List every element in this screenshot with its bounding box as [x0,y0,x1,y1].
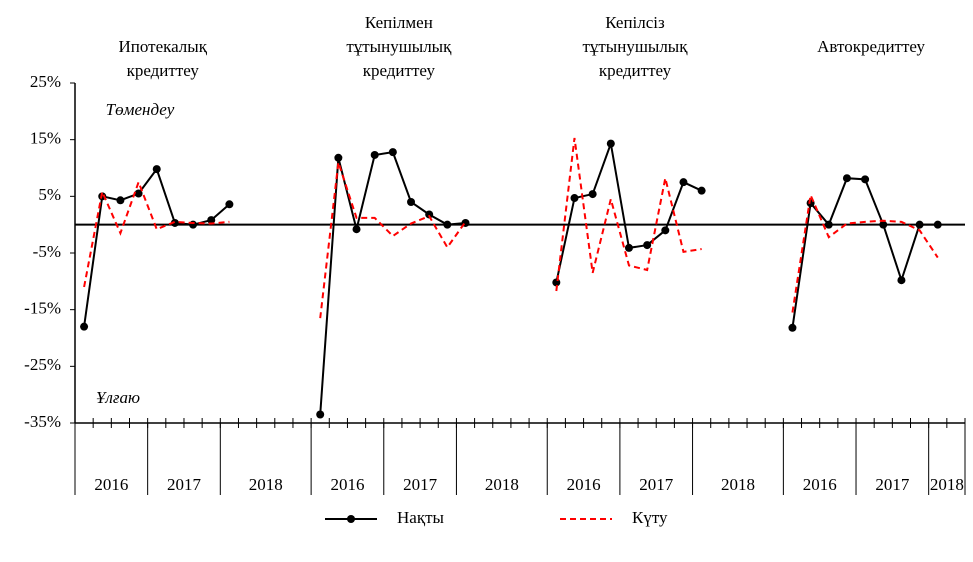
group-title: кредиттеу [127,61,200,80]
year-label: 2016 [567,475,601,494]
y-tick-label: -35% [24,412,61,431]
year-label: 2016 [94,475,128,494]
group-title: Кепілмен [365,13,433,32]
marker [788,323,797,332]
y-tick-label: 15% [30,129,61,148]
marker [661,226,670,235]
marker [352,225,361,234]
marker [679,178,688,187]
y-tick-label: -5% [33,242,61,261]
y-tick-label: -25% [24,355,61,374]
marker [225,200,234,209]
series-line [791,191,939,313]
year-label: 2016 [330,475,364,494]
marker [624,243,633,252]
marker [388,148,397,157]
series-line [319,151,466,415]
legend-marker [347,515,355,523]
year-label: 2017 [403,475,438,494]
marker [606,139,615,148]
group-title: кредиттеу [599,61,672,80]
marker [570,194,579,203]
marker [334,153,343,162]
year-label: 2017 [167,475,202,494]
marker [443,220,452,229]
series-line [83,167,231,327]
marker [152,165,161,174]
marker [370,150,379,159]
marker [897,276,906,285]
year-label: 2017 [875,475,910,494]
marker [933,220,942,229]
marker [697,186,706,195]
marker [207,216,216,225]
marker [425,210,434,219]
series-line [83,179,230,288]
marker [588,190,597,199]
y-tick-label: 25% [30,72,61,91]
marker [824,220,833,229]
year-label: 2018 [249,475,283,494]
annotation: Төмендеу [106,100,175,119]
series-line [791,177,938,328]
group-title: кредиттеу [363,61,436,80]
group-title: Автокредиттеу [817,37,925,56]
year-label: 2018 [721,475,755,494]
y-tick-label: 5% [38,185,61,204]
marker [80,322,89,331]
group-title: тұтынушылық [582,37,688,56]
marker [915,220,924,229]
group-title: Кепілсіз [605,13,665,32]
marker [116,196,125,205]
year-label: 2018 [930,475,964,494]
marker [407,198,416,206]
year-label: 2017 [639,475,674,494]
marker [879,220,888,229]
marker [861,175,870,184]
year-label: 2018 [485,475,519,494]
series-line [319,162,467,319]
legend-label: Күту [632,508,668,527]
marker [842,174,851,183]
annotation: Ұлғаю [96,388,140,407]
marker [170,218,179,227]
legend-label: Нақты [397,508,445,527]
marker [316,410,325,419]
y-tick-label: -15% [24,299,61,318]
group-title: Ипотекалық [118,37,207,56]
marker [134,189,143,198]
marker [643,241,652,250]
year-label: 2016 [803,475,837,494]
group-title: тұтынушылық [346,37,452,56]
series-line [555,137,702,292]
